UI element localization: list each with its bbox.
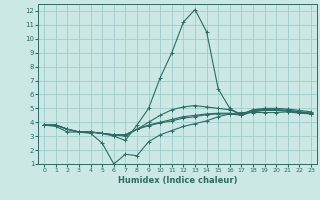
X-axis label: Humidex (Indice chaleur): Humidex (Indice chaleur)	[118, 176, 237, 185]
